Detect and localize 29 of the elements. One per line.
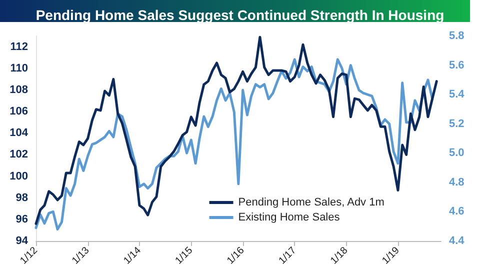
line-series [34, 36, 438, 225]
legend-label: Pending Home Sales, Adv 1m [238, 196, 384, 208]
y2-tick-label: 5.4 [449, 88, 466, 101]
y-tick-label: 112 [10, 40, 28, 53]
y-tick-label: 94 [16, 235, 29, 247]
x-tick-label: 1/12 [18, 244, 40, 267]
y2-tick-label: 5.8 [449, 30, 464, 42]
y-tick-label: 102 [10, 148, 28, 161]
chart-title: Pending Home Sales Suggest Continued Strength In Housing [36, 7, 444, 23]
y2-tick-label: 4.8 [449, 176, 464, 188]
legend-label: Existing Home Sales [238, 212, 340, 224]
x-tick-label: 1/18 [328, 244, 350, 267]
y2-tick-label: 5.6 [449, 59, 464, 72]
y2-tick-label: 4.6 [449, 206, 464, 218]
line-series [34, 58, 434, 231]
y-tick-label: 106 [10, 106, 28, 118]
y-tick-label: 98 [16, 192, 28, 204]
y-tick-label: 104 [10, 127, 29, 140]
x-tick-label: 1/14 [122, 244, 144, 267]
y2-tick-label: 5.2 [449, 118, 464, 130]
y-tick-label: 108 [10, 84, 28, 96]
y-tick-label: 110 [10, 62, 28, 74]
y-tick-label: 96 [16, 213, 28, 226]
x-tick-label: 1/16 [225, 244, 248, 267]
y2-tick-label: 4.4 [449, 235, 466, 247]
x-tick-label: 1/13 [70, 244, 92, 267]
y-tick-label: 100 [10, 170, 28, 182]
y2-tick-label: 5.0 [449, 147, 464, 160]
x-tick-label: 1/19 [380, 244, 402, 267]
